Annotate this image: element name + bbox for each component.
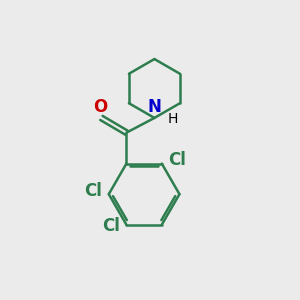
Text: Cl: Cl (102, 217, 120, 235)
Text: Cl: Cl (168, 151, 186, 169)
Text: H: H (168, 112, 178, 126)
Text: O: O (93, 98, 107, 116)
Text: Cl: Cl (84, 182, 102, 200)
Text: N: N (148, 98, 161, 116)
